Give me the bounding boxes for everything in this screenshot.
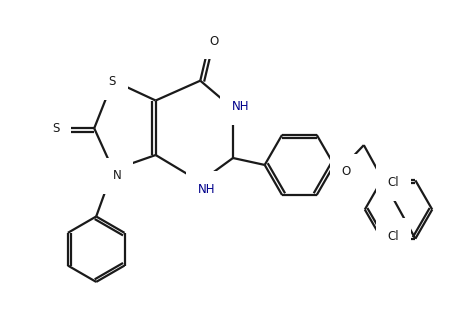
Text: NH: NH (232, 100, 249, 113)
Text: N: N (113, 169, 122, 182)
Text: S: S (52, 122, 59, 135)
Text: O: O (210, 34, 219, 47)
Text: Cl: Cl (388, 230, 399, 243)
Text: NH: NH (197, 183, 215, 196)
Text: O: O (341, 165, 351, 178)
Text: Cl: Cl (388, 176, 399, 189)
Text: S: S (109, 75, 116, 88)
